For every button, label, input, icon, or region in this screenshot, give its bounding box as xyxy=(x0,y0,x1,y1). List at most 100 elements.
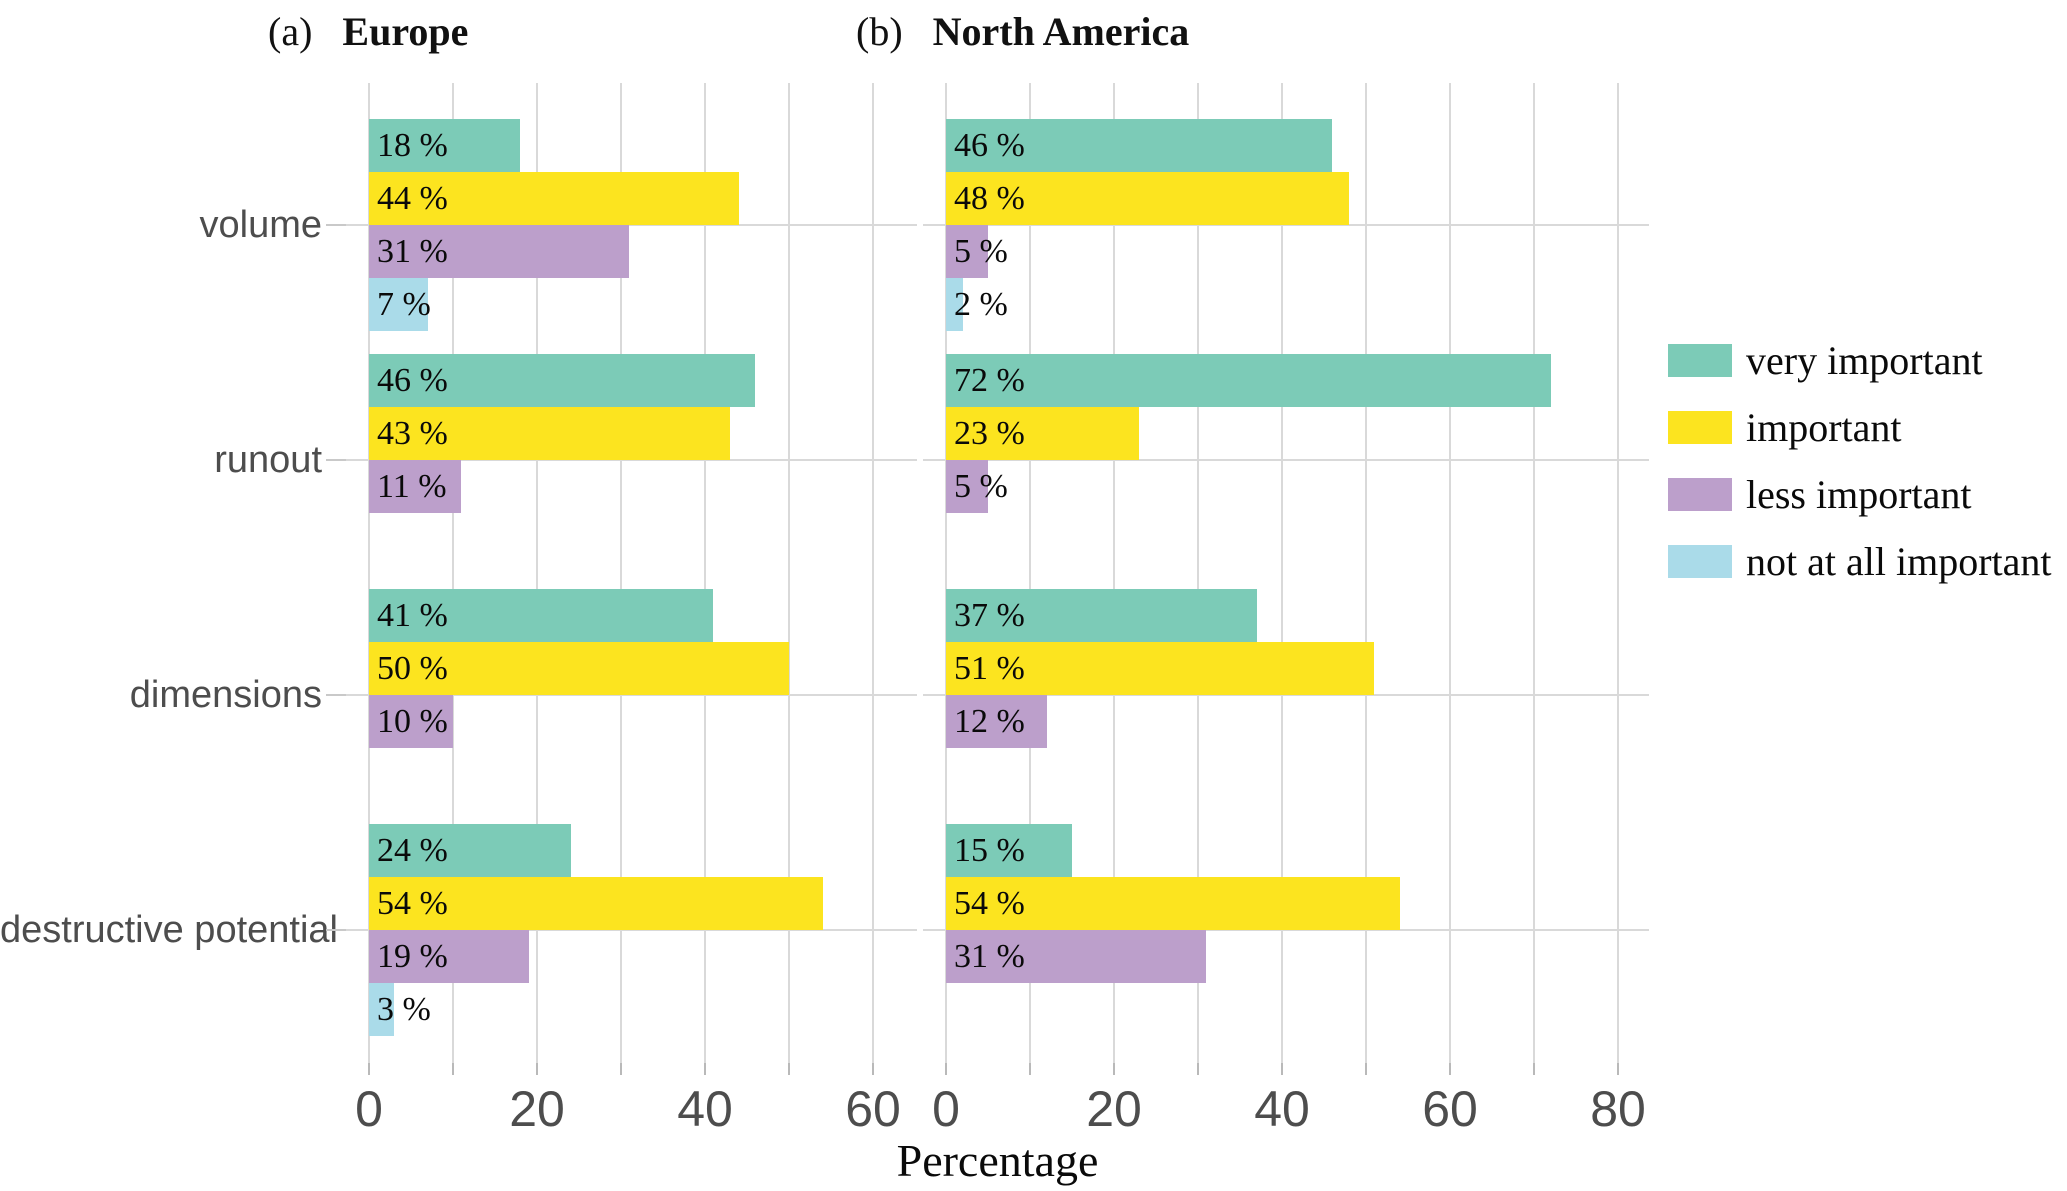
legend-label: less important xyxy=(1746,471,1972,517)
category-axis-tick xyxy=(326,929,346,931)
x-axis-tick xyxy=(1533,1063,1535,1075)
x-axis-tick xyxy=(368,1063,370,1075)
legend-item-important: important xyxy=(1668,405,1902,450)
legend-swatch xyxy=(1668,410,1732,444)
bar-important xyxy=(369,642,789,695)
x-axis-tick xyxy=(872,1063,874,1075)
x-axis-tick xyxy=(1197,1063,1199,1075)
bar-value-label: 7 % xyxy=(377,286,431,323)
bar-not-at-all-important xyxy=(369,278,428,331)
bar-important xyxy=(369,407,731,460)
bar-value-label: 11 % xyxy=(377,468,447,505)
legend-item-very-important: very important xyxy=(1668,337,1983,383)
x-axis-tick xyxy=(704,1063,706,1075)
bar-very-important xyxy=(369,354,756,407)
bar-less-important xyxy=(369,225,630,278)
category-axis-tick xyxy=(326,694,346,696)
gridline-vertical xyxy=(368,83,370,1063)
gridline-horizontal xyxy=(923,224,1649,226)
bar-not-at-all-important xyxy=(946,278,963,331)
legend-swatch xyxy=(1668,343,1732,377)
bar-important xyxy=(369,172,739,225)
bar-value-label: 19 % xyxy=(377,938,448,975)
bar-not-at-all-important xyxy=(369,983,395,1036)
x-axis-tick-label: 40 xyxy=(1254,1081,1310,1137)
x-axis-tick xyxy=(536,1063,538,1075)
panel-a-title: (a) Europe xyxy=(268,8,468,55)
x-axis-tick xyxy=(788,1063,790,1075)
category-axis-tick xyxy=(326,224,346,226)
panel-b-title: (b) North America xyxy=(856,8,1189,55)
x-axis-tick xyxy=(1617,1063,1619,1075)
bar-value-label: 41 % xyxy=(377,597,448,634)
x-axis-tick xyxy=(1113,1063,1115,1075)
bar-value-label: 15 % xyxy=(954,832,1025,869)
panel-a-prefix: (a) xyxy=(268,9,313,54)
gridline-horizontal xyxy=(346,224,917,226)
bar-value-label: 24 % xyxy=(377,832,448,869)
bar-important xyxy=(369,877,823,930)
bar-value-label: 5 % xyxy=(954,233,1008,270)
x-axis-tick-label: 20 xyxy=(1086,1081,1142,1137)
x-axis-tick xyxy=(1029,1063,1031,1075)
legend-item-less-important: less important xyxy=(1668,471,1972,517)
bar-less-important xyxy=(946,930,1207,983)
x-axis-tick xyxy=(1449,1063,1451,1075)
gridline-vertical xyxy=(452,83,454,1063)
x-axis-tick-label: 60 xyxy=(845,1081,901,1137)
bar-value-label: 5 % xyxy=(954,468,1008,505)
bar-less-important xyxy=(946,225,988,278)
x-axis-tick xyxy=(945,1063,947,1075)
bar-important xyxy=(946,172,1350,225)
x-axis-tick xyxy=(452,1063,454,1075)
bar-value-label: 31 % xyxy=(954,938,1025,975)
bar-value-label: 31 % xyxy=(377,233,448,270)
bar-very-important xyxy=(946,824,1072,877)
bar-very-important xyxy=(946,354,1551,407)
bar-important xyxy=(946,642,1375,695)
bar-value-label: 37 % xyxy=(954,597,1025,634)
gridline-vertical xyxy=(1449,83,1451,1063)
category-label-destructive-potential: destructive potential xyxy=(0,909,338,951)
bar-less-important xyxy=(946,695,1047,748)
gridline-vertical xyxy=(620,83,622,1063)
bar-value-label: 51 % xyxy=(954,650,1025,687)
bar-less-important xyxy=(946,460,988,513)
category-axis-tick xyxy=(326,459,346,461)
x-axis-tick-label: 80 xyxy=(1590,1081,1646,1137)
bar-less-important xyxy=(369,460,462,513)
gridline-vertical xyxy=(1533,83,1535,1063)
gridline-vertical xyxy=(872,83,874,1063)
gridline-vertical xyxy=(1281,83,1283,1063)
bar-value-label: 46 % xyxy=(377,362,448,399)
bar-value-label: 10 % xyxy=(377,703,448,740)
gridline-vertical xyxy=(1617,83,1619,1063)
gridline-horizontal xyxy=(923,929,1649,931)
bar-value-label: 50 % xyxy=(377,650,448,687)
x-axis-tick-label: 60 xyxy=(1422,1081,1478,1137)
legend-swatch xyxy=(1668,544,1732,578)
bar-value-label: 54 % xyxy=(377,885,448,922)
x-axis-tick xyxy=(1281,1063,1283,1075)
bar-value-label: 23 % xyxy=(954,415,1025,452)
bar-value-label: 54 % xyxy=(954,885,1025,922)
gridline-vertical xyxy=(1113,83,1115,1063)
gridline-horizontal xyxy=(346,929,917,931)
gridline-vertical xyxy=(1029,83,1031,1063)
bar-value-label: 48 % xyxy=(954,180,1025,217)
bar-value-label: 44 % xyxy=(377,180,448,217)
x-axis-tick xyxy=(620,1063,622,1075)
gridline-vertical xyxy=(1197,83,1199,1063)
bar-value-label: 43 % xyxy=(377,415,448,452)
x-axis-tick-label: 20 xyxy=(509,1081,565,1137)
bar-important xyxy=(946,877,1400,930)
legend-label: very important xyxy=(1746,337,1983,383)
legend-swatch xyxy=(1668,477,1732,511)
bar-value-label: 12 % xyxy=(954,703,1025,740)
gridline-vertical xyxy=(945,83,947,1063)
gridline-horizontal xyxy=(923,694,1649,696)
category-label-volume: volume xyxy=(199,204,323,246)
bar-very-important xyxy=(369,824,571,877)
bar-value-label: 46 % xyxy=(954,127,1025,164)
